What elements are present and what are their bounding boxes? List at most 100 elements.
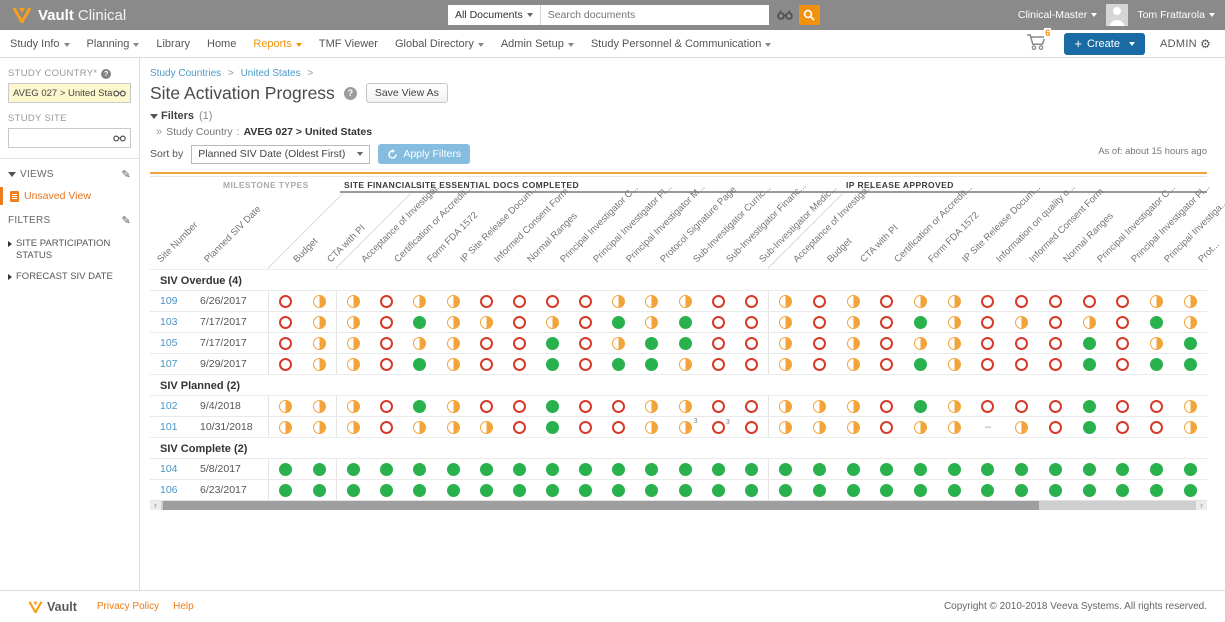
milestone-status-complete[interactable] <box>678 483 692 497</box>
milestone-status-complete[interactable] <box>1149 315 1163 329</box>
milestone-status-in-progress[interactable] <box>678 357 692 371</box>
milestone-status-complete[interactable] <box>579 483 593 497</box>
milestone-status-complete[interactable] <box>1183 483 1197 497</box>
milestone-status-complete[interactable] <box>312 462 326 476</box>
site-number-link[interactable]: 102 <box>160 400 178 412</box>
save-view-as-button[interactable]: Save View As <box>365 83 448 103</box>
milestone-status-not-started[interactable] <box>279 315 293 329</box>
site-number-link[interactable]: 106 <box>160 484 178 496</box>
milestone-status-not-started[interactable] <box>479 336 493 350</box>
milestone-status-not-started[interactable] <box>880 336 894 350</box>
help-icon[interactable]: ? <box>101 68 112 79</box>
milestone-status-complete[interactable] <box>846 483 860 497</box>
milestone-status-in-progress[interactable] <box>1183 294 1197 308</box>
milestone-status-in-progress[interactable] <box>446 357 460 371</box>
milestone-status-not-started[interactable] <box>981 336 995 350</box>
milestone-status-complete[interactable] <box>413 315 427 329</box>
milestone-status-complete[interactable] <box>678 462 692 476</box>
milestone-status-complete[interactable] <box>612 483 626 497</box>
milestone-status-complete[interactable] <box>546 399 560 413</box>
binoculars-icon[interactable] <box>113 134 126 142</box>
milestone-status-complete[interactable] <box>546 483 560 497</box>
site-number-link[interactable]: 107 <box>160 358 178 370</box>
milestone-status-in-progress[interactable] <box>947 336 961 350</box>
milestone-status-complete[interactable] <box>413 357 427 371</box>
milestone-status-complete[interactable] <box>1015 462 1029 476</box>
milestone-status-not-started[interactable] <box>479 357 493 371</box>
milestone-status-complete[interactable] <box>1048 462 1062 476</box>
milestone-status-not-started[interactable] <box>512 399 526 413</box>
milestone-status-in-progress[interactable] <box>446 315 460 329</box>
edit-pencil-icon[interactable]: ✎ <box>121 215 131 227</box>
nav-item-global-directory[interactable]: Global Directory <box>395 38 484 50</box>
milestone-status-not-started[interactable] <box>880 357 894 371</box>
milestone-status-complete[interactable] <box>914 357 928 371</box>
milestone-status-in-progress[interactable] <box>779 420 793 434</box>
study-site-input[interactable] <box>8 128 131 148</box>
milestone-status-not-started[interactable] <box>546 294 560 308</box>
milestone-status-in-progress[interactable] <box>779 315 793 329</box>
milestone-status-complete[interactable] <box>1149 462 1163 476</box>
milestone-status-in-progress[interactable] <box>1183 399 1197 413</box>
milestone-status-in-progress[interactable] <box>479 315 493 329</box>
filters-section-header[interactable]: FILTERS ✎ <box>0 205 139 233</box>
milestone-status-complete[interactable] <box>779 462 793 476</box>
milestone-status-in-progress[interactable] <box>779 399 793 413</box>
milestone-status-not-started[interactable] <box>579 315 593 329</box>
filters-toggle[interactable]: Filters (1) <box>150 110 1225 122</box>
binoculars-icon[interactable] <box>776 10 793 20</box>
milestone-status-not-started[interactable] <box>1048 357 1062 371</box>
milestone-status-not-started[interactable] <box>813 357 827 371</box>
milestone-status-not-started[interactable] <box>1048 315 1062 329</box>
milestone-status-not-started[interactable] <box>579 399 593 413</box>
milestone-status-in-progress[interactable] <box>678 294 692 308</box>
milestone-status-not-started[interactable] <box>579 294 593 308</box>
milestone-status-in-progress[interactable] <box>413 294 427 308</box>
milestone-status-complete[interactable] <box>612 315 626 329</box>
milestone-status-complete[interactable] <box>1149 357 1163 371</box>
milestone-status-in-progress[interactable] <box>947 315 961 329</box>
milestone-status-in-progress[interactable] <box>846 315 860 329</box>
milestone-status-complete[interactable] <box>512 483 526 497</box>
milestone-status-in-progress[interactable] <box>813 420 827 434</box>
milestone-status-in-progress[interactable] <box>645 315 659 329</box>
milestone-status-complete[interactable] <box>1149 483 1163 497</box>
milestone-status-complete[interactable] <box>312 483 326 497</box>
milestone-status-complete[interactable] <box>1082 336 1096 350</box>
binoculars-icon[interactable] <box>113 89 126 97</box>
milestone-status-in-progress[interactable] <box>947 357 961 371</box>
milestone-status-in-progress[interactable] <box>479 420 493 434</box>
milestone-status-not-started[interactable] <box>880 315 894 329</box>
milestone-status-not-started[interactable] <box>380 357 394 371</box>
milestone-status-not-started[interactable] <box>1015 357 1029 371</box>
site-number-link[interactable]: 103 <box>160 316 178 328</box>
nav-item-admin-setup[interactable]: Admin Setup <box>501 38 574 50</box>
milestone-status-complete[interactable] <box>1116 462 1130 476</box>
milestone-status-not-started[interactable] <box>711 315 725 329</box>
milestone-status-in-progress[interactable] <box>1149 336 1163 350</box>
milestone-status-in-progress[interactable] <box>846 294 860 308</box>
milestone-status-in-progress[interactable] <box>813 399 827 413</box>
milestone-status-in-progress[interactable] <box>1015 315 1029 329</box>
milestone-status-complete[interactable] <box>779 483 793 497</box>
milestone-status-in-progress[interactable] <box>312 357 326 371</box>
scrollbar-track[interactable] <box>161 501 1196 510</box>
nav-item-tmf-viewer[interactable]: TMF Viewer <box>318 37 378 50</box>
milestone-status-complete[interactable] <box>744 483 758 497</box>
milestone-status-not-started[interactable] <box>380 399 394 413</box>
milestone-status-complete[interactable] <box>413 483 427 497</box>
site-number-link[interactable]: 104 <box>160 463 178 475</box>
milestone-status-complete[interactable] <box>813 462 827 476</box>
milestone-status-not-started[interactable] <box>380 315 394 329</box>
milestone-status-in-progress[interactable] <box>645 294 659 308</box>
milestone-status-in-progress[interactable] <box>612 294 626 308</box>
views-section-header[interactable]: VIEWS ✎ <box>0 159 139 187</box>
milestone-status-complete[interactable] <box>279 462 293 476</box>
milestone-status-complete[interactable] <box>981 462 995 476</box>
milestone-status-in-progress[interactable] <box>347 420 361 434</box>
milestone-status-in-progress[interactable] <box>446 420 460 434</box>
milestone-status-complete[interactable] <box>479 462 493 476</box>
milestone-status-complete[interactable] <box>914 462 928 476</box>
milestone-status-not-started[interactable] <box>380 336 394 350</box>
nav-item-reports[interactable]: Reports <box>253 38 302 50</box>
